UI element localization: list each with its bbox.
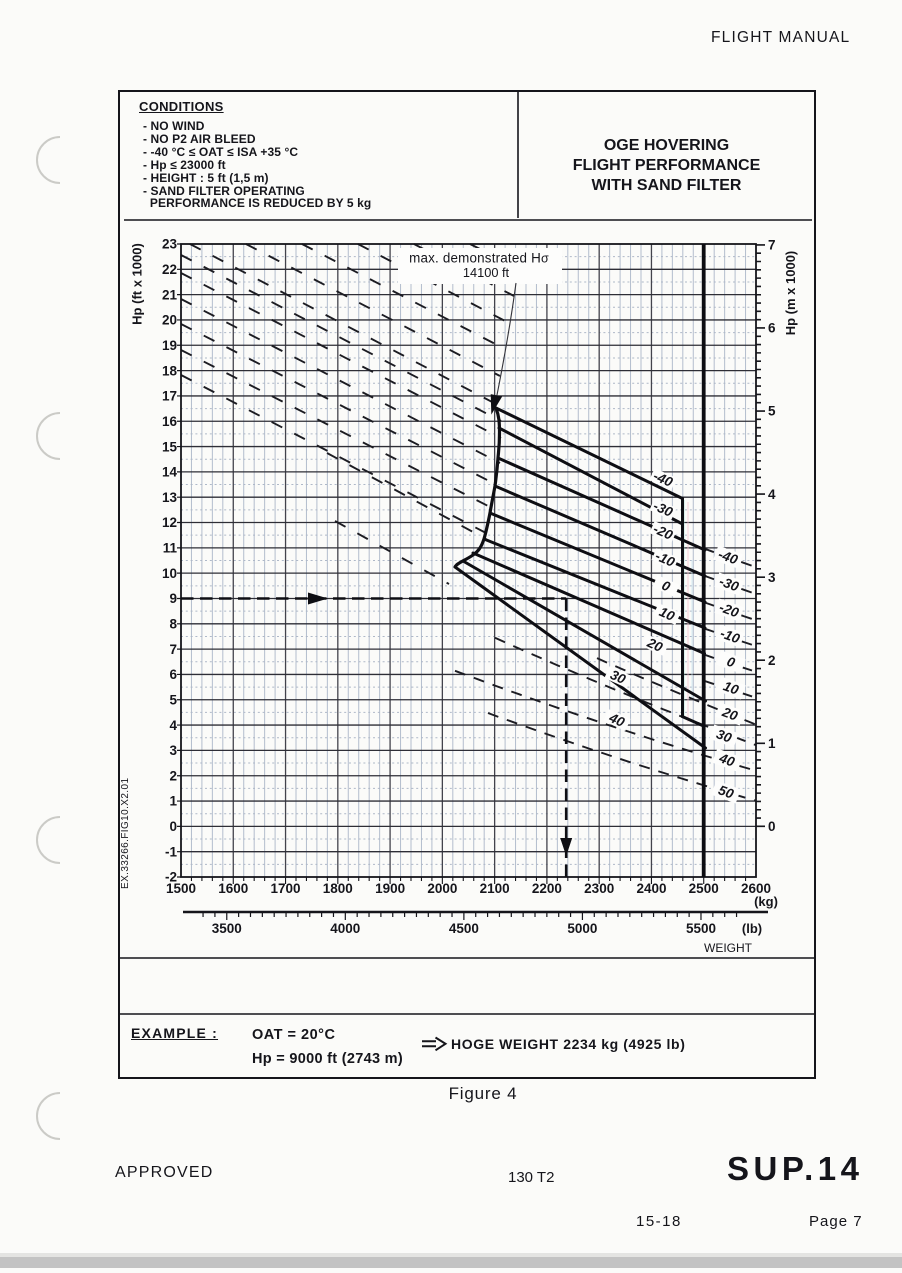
svg-text:12: 12 bbox=[162, 515, 177, 530]
svg-text:21: 21 bbox=[162, 287, 178, 302]
svg-text:5: 5 bbox=[768, 404, 776, 419]
svg-text:2: 2 bbox=[169, 768, 177, 783]
svg-text:Hp (ft x 1000): Hp (ft x 1000) bbox=[130, 243, 145, 325]
svg-text:max. demonstrated Hσ: max. demonstrated Hσ bbox=[409, 251, 549, 266]
svg-text:20: 20 bbox=[719, 704, 740, 724]
svg-text:1: 1 bbox=[768, 736, 776, 751]
svg-text:20: 20 bbox=[644, 635, 665, 655]
svg-text:2300: 2300 bbox=[584, 881, 614, 896]
svg-text:-10: -10 bbox=[653, 548, 677, 570]
svg-text:50: 50 bbox=[716, 782, 736, 801]
svg-text:2: 2 bbox=[768, 653, 776, 668]
svg-text:17: 17 bbox=[162, 389, 177, 404]
svg-text:10: 10 bbox=[657, 604, 677, 624]
svg-text:10: 10 bbox=[162, 566, 177, 581]
svg-text:7: 7 bbox=[169, 642, 177, 657]
svg-text:2500: 2500 bbox=[689, 881, 719, 896]
svg-text:-40: -40 bbox=[651, 468, 675, 490]
svg-text:40: 40 bbox=[716, 750, 737, 770]
svg-text:-30: -30 bbox=[651, 498, 675, 520]
svg-text:0: 0 bbox=[768, 819, 776, 834]
svg-text:14: 14 bbox=[162, 465, 178, 480]
svg-text:20: 20 bbox=[162, 313, 177, 328]
svg-text:1900: 1900 bbox=[375, 881, 405, 896]
svg-text:6: 6 bbox=[768, 321, 776, 336]
svg-text:Hp (m x 1000): Hp (m x 1000) bbox=[783, 251, 798, 336]
svg-text:2000: 2000 bbox=[427, 881, 457, 896]
svg-text:7: 7 bbox=[768, 238, 776, 253]
svg-text:1: 1 bbox=[169, 794, 177, 809]
svg-text:3: 3 bbox=[169, 743, 177, 758]
svg-text:5: 5 bbox=[169, 693, 177, 708]
svg-text:8: 8 bbox=[169, 617, 177, 632]
svg-text:4500: 4500 bbox=[449, 921, 479, 936]
svg-text:22: 22 bbox=[162, 262, 177, 277]
svg-text:1700: 1700 bbox=[270, 881, 300, 896]
svg-text:4: 4 bbox=[169, 718, 177, 733]
svg-text:WEIGHT: WEIGHT bbox=[704, 941, 753, 955]
svg-text:5500: 5500 bbox=[686, 921, 716, 936]
svg-text:40: 40 bbox=[606, 710, 627, 730]
svg-text:2400: 2400 bbox=[636, 881, 666, 896]
svg-text:23: 23 bbox=[162, 237, 178, 252]
svg-text:11: 11 bbox=[163, 541, 178, 556]
svg-text:3: 3 bbox=[768, 570, 776, 585]
svg-text:-1: -1 bbox=[165, 844, 177, 859]
svg-text:-2: -2 bbox=[165, 870, 177, 885]
svg-text:16: 16 bbox=[162, 414, 178, 429]
svg-text:30: 30 bbox=[714, 726, 734, 745]
svg-text:6: 6 bbox=[169, 667, 177, 682]
svg-text:30: 30 bbox=[608, 667, 628, 687]
svg-text:-20: -20 bbox=[651, 521, 675, 543]
svg-text:1500: 1500 bbox=[166, 881, 196, 896]
svg-text:5000: 5000 bbox=[567, 921, 597, 936]
svg-text:4000: 4000 bbox=[330, 921, 360, 936]
svg-text:9: 9 bbox=[169, 591, 177, 606]
svg-text:(lb): (lb) bbox=[742, 921, 762, 936]
svg-text:0: 0 bbox=[169, 819, 177, 834]
svg-text:13: 13 bbox=[162, 490, 178, 505]
svg-text:(kg): (kg) bbox=[754, 894, 778, 909]
svg-text:2200: 2200 bbox=[532, 881, 562, 896]
svg-text:14100 ft: 14100 ft bbox=[463, 265, 510, 280]
svg-text:1800: 1800 bbox=[323, 881, 353, 896]
svg-text:-40: -40 bbox=[716, 547, 740, 568]
svg-text:-10: -10 bbox=[718, 626, 742, 647]
svg-text:3500: 3500 bbox=[212, 921, 242, 936]
svg-text:15: 15 bbox=[162, 439, 178, 454]
svg-text:18: 18 bbox=[162, 363, 178, 378]
svg-text:1600: 1600 bbox=[218, 881, 248, 896]
svg-text:19: 19 bbox=[162, 338, 177, 353]
svg-text:4: 4 bbox=[768, 487, 776, 502]
svg-text:2100: 2100 bbox=[480, 881, 510, 896]
svg-text:10: 10 bbox=[721, 678, 741, 697]
svg-text:-30: -30 bbox=[717, 574, 741, 595]
svg-text:2600: 2600 bbox=[741, 881, 771, 896]
svg-text:EX.33266.FIG10.X2.01: EX.33266.FIG10.X2.01 bbox=[120, 778, 131, 889]
svg-text:-20: -20 bbox=[717, 600, 741, 621]
